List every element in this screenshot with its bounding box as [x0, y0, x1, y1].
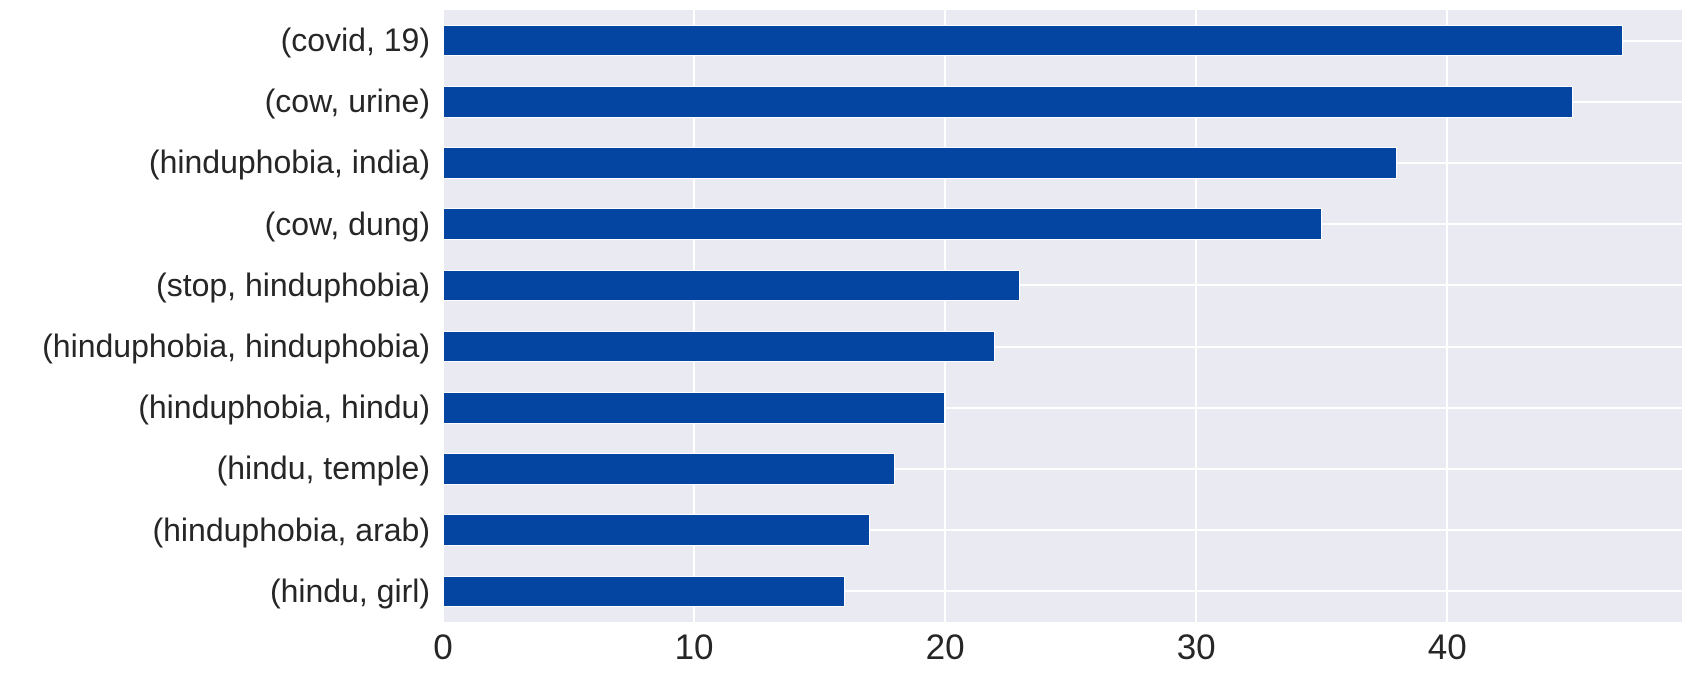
- bar-(hinduphobia, india): [443, 147, 1398, 179]
- y-tick-label: (cow, dung): [264, 205, 430, 242]
- bar-(covid, 19): [443, 24, 1623, 57]
- plot-area: [443, 10, 1682, 622]
- x-gridline-10: [693, 10, 696, 622]
- bar-(hindu, girl): [443, 575, 845, 608]
- x-tick-label: 30: [1176, 628, 1216, 667]
- y-gridline: [443, 590, 1682, 593]
- x-gridline-30: [1195, 10, 1198, 622]
- y-tick-label: (stop, hinduphobia): [156, 266, 430, 303]
- bar-(hinduphobia, hinduphobia): [443, 330, 996, 363]
- bar-(cow, urine): [443, 86, 1573, 118]
- bar-(hinduphobia, hindu): [443, 392, 946, 424]
- x-tick-label: 20: [925, 628, 965, 667]
- bar-(hinduphobia, arab): [443, 514, 870, 546]
- y-gridline: [443, 345, 1682, 348]
- y-tick-label: (hinduphobia, india): [148, 144, 430, 181]
- bar-(hindu, temple): [443, 453, 895, 485]
- x-tick-label: 40: [1427, 628, 1467, 667]
- y-gridline: [443, 284, 1682, 287]
- x-gridline-20: [944, 10, 947, 622]
- bar-(stop, hinduphobia): [443, 269, 1021, 302]
- bar-(cow, dung): [443, 208, 1322, 240]
- y-tick-label: (hindu, temple): [216, 450, 430, 487]
- x-tick-label: 0: [433, 628, 453, 667]
- y-tick-label: (hindu, girl): [269, 572, 430, 609]
- x-gridline-0: [443, 10, 444, 622]
- y-gridline: [443, 406, 1682, 409]
- y-tick-label: (hinduphobia, hindu): [138, 389, 430, 426]
- y-tick-label: (hinduphobia, hinduphobia): [42, 328, 430, 365]
- y-tick-label: (hinduphobia, arab): [152, 511, 430, 548]
- y-gridline: [443, 529, 1682, 532]
- y-tick-label: (covid, 19): [280, 22, 430, 59]
- y-gridline: [443, 468, 1682, 470]
- x-gridline-40: [1446, 10, 1449, 622]
- y-tick-label: (cow, urine): [264, 83, 430, 120]
- x-tick-label: 10: [674, 628, 714, 667]
